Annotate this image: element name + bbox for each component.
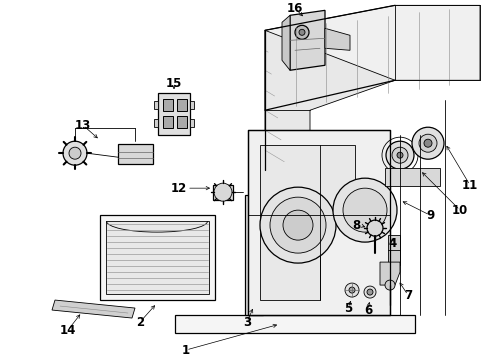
Text: 13: 13 [75, 119, 91, 132]
Polygon shape [260, 145, 355, 300]
Bar [100, 215, 215, 300]
Circle shape [333, 178, 397, 242]
Polygon shape [265, 30, 395, 170]
Circle shape [270, 197, 326, 253]
Text: 12: 12 [171, 182, 187, 195]
Text: 15: 15 [166, 77, 182, 90]
Circle shape [367, 289, 373, 295]
Polygon shape [282, 15, 290, 70]
Polygon shape [265, 5, 480, 110]
Bar [190, 119, 194, 127]
Circle shape [397, 152, 403, 158]
Circle shape [367, 220, 383, 236]
Circle shape [283, 210, 313, 240]
Circle shape [214, 183, 232, 201]
Text: 8: 8 [352, 219, 360, 231]
Bar [190, 101, 194, 109]
Polygon shape [290, 10, 325, 70]
Text: 7: 7 [404, 289, 412, 302]
Text: 3: 3 [243, 315, 251, 329]
Text: 6: 6 [364, 303, 372, 316]
Circle shape [392, 147, 408, 163]
Circle shape [343, 188, 387, 232]
Bar [388, 235, 400, 265]
Text: 14: 14 [60, 324, 76, 337]
Circle shape [260, 187, 336, 263]
Circle shape [345, 283, 359, 297]
Bar [163, 99, 173, 111]
Text: 16: 16 [287, 2, 303, 15]
Bar [177, 99, 187, 111]
Text: 5: 5 [344, 302, 352, 315]
Bar [213, 185, 233, 200]
Bar [158, 93, 190, 135]
Polygon shape [380, 262, 400, 285]
Polygon shape [52, 300, 135, 318]
Bar [248, 130, 390, 315]
Circle shape [385, 280, 395, 290]
Circle shape [295, 25, 309, 39]
Circle shape [364, 286, 376, 298]
Text: 2: 2 [136, 315, 144, 329]
Bar [245, 195, 263, 315]
Circle shape [349, 287, 355, 293]
Bar [154, 101, 158, 109]
Text: 9: 9 [426, 209, 434, 222]
Circle shape [69, 147, 81, 159]
Bar [163, 116, 173, 128]
Text: 10: 10 [452, 204, 468, 217]
Circle shape [386, 141, 414, 169]
Polygon shape [325, 28, 350, 50]
Bar [385, 168, 440, 186]
Circle shape [412, 127, 444, 159]
Circle shape [63, 141, 87, 165]
Text: 4: 4 [389, 237, 397, 249]
Bar [175, 315, 415, 333]
Text: 11: 11 [462, 179, 478, 192]
Circle shape [419, 134, 437, 152]
Bar [118, 144, 153, 164]
Bar [177, 116, 187, 128]
Bar [106, 221, 209, 294]
Bar [154, 119, 158, 127]
Circle shape [424, 139, 432, 147]
Circle shape [299, 29, 305, 35]
Text: 1: 1 [182, 343, 190, 356]
